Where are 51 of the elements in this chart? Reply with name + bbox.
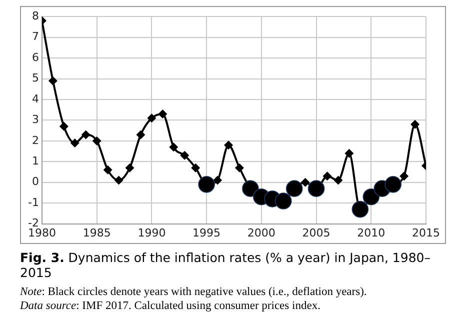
y-tick-label: 1: [32, 154, 39, 168]
point: [147, 114, 156, 123]
point: [362, 188, 380, 206]
point: [191, 163, 200, 172]
x-tick-label: 2010: [357, 226, 386, 240]
point: [334, 176, 343, 185]
chart-title: Fig. 3. Dynamics of the inflation rates (% a year) in Japan, 1980–2015: [20, 250, 430, 280]
point: [59, 122, 68, 131]
point: [410, 120, 420, 129]
y-tick-label: 3: [32, 113, 39, 126]
point: [344, 148, 354, 158]
point: [308, 180, 325, 197]
point: [81, 130, 90, 140]
source-note: Data source: IMF 2017. Calculated using consumer prices index.: [20, 300, 320, 312]
y-tick-label: 2: [32, 134, 39, 147]
point: [213, 176, 222, 185]
point: [352, 200, 369, 218]
point: [198, 176, 215, 193]
point: [300, 178, 310, 187]
y-tick-label: 6: [32, 50, 39, 64]
point: [48, 76, 58, 86]
x-tick-label: 2005: [302, 226, 330, 240]
point: [136, 130, 146, 140]
y-tick-label: 0: [32, 175, 39, 188]
point: [286, 180, 303, 197]
y-tick-label: 8: [32, 9, 39, 22]
point: [103, 165, 112, 174]
y-tick-label: 5: [32, 72, 39, 85]
point: [384, 176, 402, 193]
y-tick-label: 4: [32, 92, 39, 106]
x-tick-label: 2015: [412, 226, 440, 240]
point: [169, 142, 178, 152]
point: [70, 138, 80, 148]
y-tick-label: 7: [32, 30, 39, 44]
point: [158, 109, 168, 118]
point: [274, 192, 292, 210]
point: [92, 136, 102, 146]
point: [242, 180, 259, 197]
point: [322, 172, 332, 181]
point: [224, 140, 233, 150]
point: [180, 150, 190, 160]
point: [125, 163, 134, 172]
y-tick-label: -1: [28, 196, 39, 209]
x-tick-label: 1990: [138, 226, 166, 240]
point: [234, 163, 244, 172]
x-tick-label: 1995: [192, 226, 221, 240]
point: [400, 172, 409, 181]
x-tick-label: 1985: [82, 226, 111, 240]
x-tick-label: 2000: [247, 226, 276, 240]
point: [114, 176, 124, 185]
text: Note: Black circles denote years with negative values (i.e., deflation years).: [20, 286, 367, 298]
